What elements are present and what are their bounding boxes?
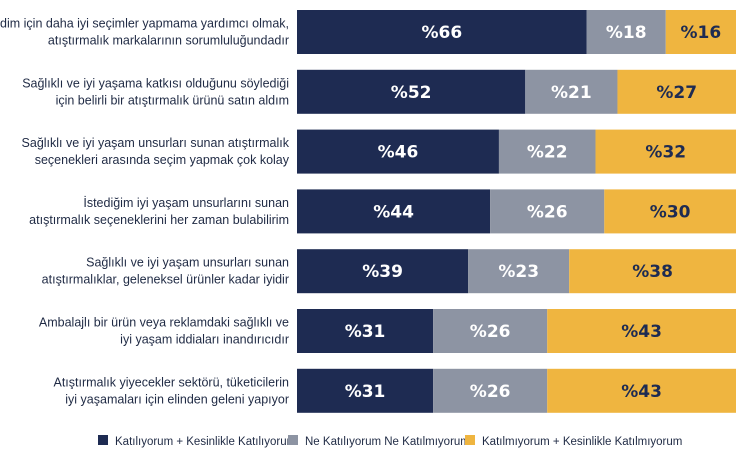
legend-swatch [288,435,298,445]
data-label: %31 [345,322,386,342]
legend-swatch [465,435,475,445]
data-label: %44 [373,202,414,222]
category-label-line: Kendim için daha iyi seçimler yapmama ya… [0,17,289,31]
data-label: %26 [470,322,511,342]
data-label: %43 [621,322,662,342]
data-label: %16 [681,23,722,43]
data-label: %26 [527,202,568,222]
data-label: %43 [621,382,662,402]
category-label: Atıştırmalık yiyecekler sektörü, tüketic… [54,375,290,406]
category-label-line: Sağlıklı ve iyi yaşam unsurları sunan [86,256,289,270]
category-label-line: İstediğim iyi yaşam unsurlarını sunan [83,196,289,210]
data-label: %30 [650,202,691,222]
category-label: İstediğim iyi yaşam unsurlarını sunan atı… [29,196,289,227]
legend-label: Katılmıyorum + Kesinlikle Katılmıyorum [482,436,682,448]
data-label: %18 [606,23,647,43]
category-label-line: Atıştırmalık yiyecekler sektörü, tüketic… [54,375,290,389]
category-label-line: Ambalajlı bir ürün veya reklamdaki sağlı… [39,316,289,330]
data-label: %52 [391,83,432,103]
category-label-line: iyi yaşam iddiaları inandırıcıdır [120,333,289,347]
legend-label: Ne Katılıyorum Ne Katılmıyorum [305,436,470,448]
category-label: Kendim için daha iyi seçimler yapmama ya… [0,17,289,48]
category-label: Sağlıklı ve iyi yaşam unsurları sunan atı… [42,256,289,287]
bars-group: %66 %18 %16 %52 %21 %27 %46 %22 %32 %44 %26 %30 %39%… [297,10,736,413]
data-label: %31 [345,382,386,402]
data-label: %22 [527,143,568,163]
category-label: Sağlıklı ve iyi yaşam unsurları sunan at… [22,136,290,167]
category-label: Ambalajlı bir ürün veya reklamdaki sağlı… [39,316,289,347]
category-label-line: atıştırmalıklar, geleneksel ürünler kada… [42,273,289,287]
category-label-line: Sağlıklı ve iyi yaşama katkısı olduğunu … [22,76,289,90]
category-label-line: seçenekleri arasında seçim yapmak çok ko… [35,153,290,167]
category-label-line: için belirli bir atıştırmalık ürünü satı… [56,93,289,107]
legend: Katılıyorum + Kesinlikle Katılıyorum Ne K… [98,435,682,448]
category-labels-group: Kendim için daha iyi seçimler yapmama ya… [0,17,290,407]
data-label: %32 [645,143,686,163]
category-label-line: atıştırmalık markalarının sorumluluğunda… [48,34,289,48]
data-label: %27 [656,83,697,103]
data-label: %66 [422,23,463,43]
category-label-line: iyi yaşamaları için elinden geleni yapıy… [65,392,289,406]
legend-label: Katılıyorum + Kesinlikle Katılıyorum [115,436,296,448]
legend-swatch [98,435,108,445]
category-label-line: atıştırmalık seçeneklerini her zaman bul… [29,213,289,227]
category-label: Sağlıklı ve iyi yaşama katkısı olduğunu … [22,76,289,107]
data-label: %23 [498,262,539,282]
data-label: %21 [551,83,592,103]
data-label: %39 [362,262,403,282]
data-label: %46 [378,143,419,163]
data-label: %26 [470,382,511,402]
category-label-line: Sağlıklı ve iyi yaşam unsurları sunan at… [22,136,290,150]
data-label: %38 [632,262,673,282]
